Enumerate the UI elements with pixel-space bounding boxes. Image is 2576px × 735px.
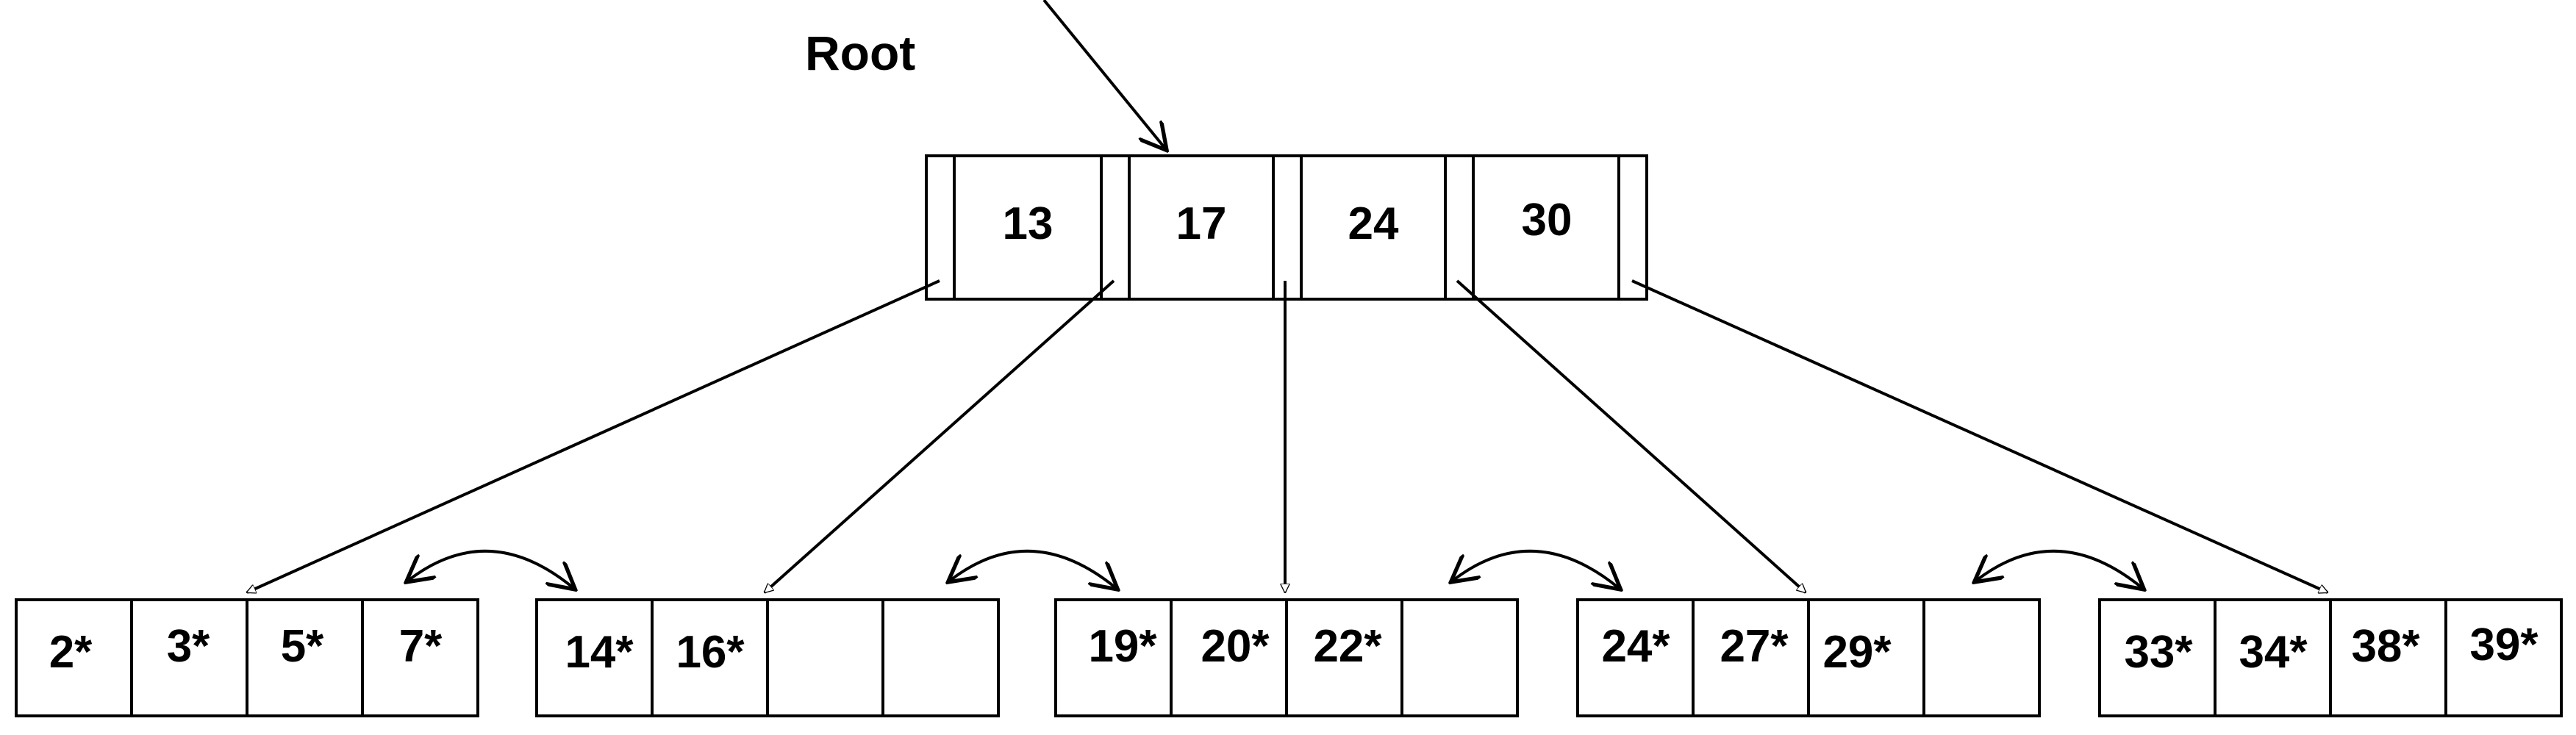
leaf-entry: 33* [2124,627,2193,678]
root-key: 17 [1176,198,1227,249]
leaf-entry: 39* [2469,620,2539,670]
sibling-link-3-4 [1453,549,1619,588]
leaf-node: 24* 27* 29* [1576,598,2041,717]
leaf-entry: 34* [2239,627,2308,678]
root-key: 30 [1522,195,1573,245]
root-node: 13 17 24 30 [925,154,1648,301]
sibling-link-4-5 [1976,549,2142,588]
leaf-entry: 5* [281,621,324,672]
pointer-to-leaf-2 [765,279,1115,592]
leaf-node: 33* 34* 38* 39* [2098,598,2563,717]
root-arrow [1042,0,1165,148]
leaf-entry: 2* [49,627,93,678]
leaf-entry: 38* [2351,621,2420,672]
root-key: 13 [1003,198,1053,249]
child-pointers [247,279,2328,594]
leaf-node: 19* 20* 22* [1054,598,1519,717]
sibling-link-1-2 [408,549,573,588]
leaf-entry: 3* [167,621,210,672]
leaf-entry: 14* [565,627,634,678]
leaf-node: 2* 3* 5* 7* [15,598,479,717]
leaf-entry: 20* [1201,621,1270,672]
leaf-entry: 22* [1313,621,1382,672]
leaf-node: 14* 16* [535,598,1000,717]
leaf-entry: 27* [1720,621,1789,672]
pointer-to-leaf-5 [1631,279,2328,594]
leaf-entry: 29* [1822,627,1892,678]
sibling-links [408,549,2142,588]
leaf-entry: 19* [1088,621,1157,672]
leaf-entry: 24* [1601,621,1670,672]
root-label: Root [805,26,915,80]
leaf-entry: 16* [676,627,745,678]
pointer-to-leaf-4 [1456,279,1806,592]
pointer-to-leaf-1 [247,279,940,594]
sibling-link-2-3 [950,549,1116,588]
root-key: 24 [1348,198,1399,249]
leaf-entry: 7* [399,621,443,672]
